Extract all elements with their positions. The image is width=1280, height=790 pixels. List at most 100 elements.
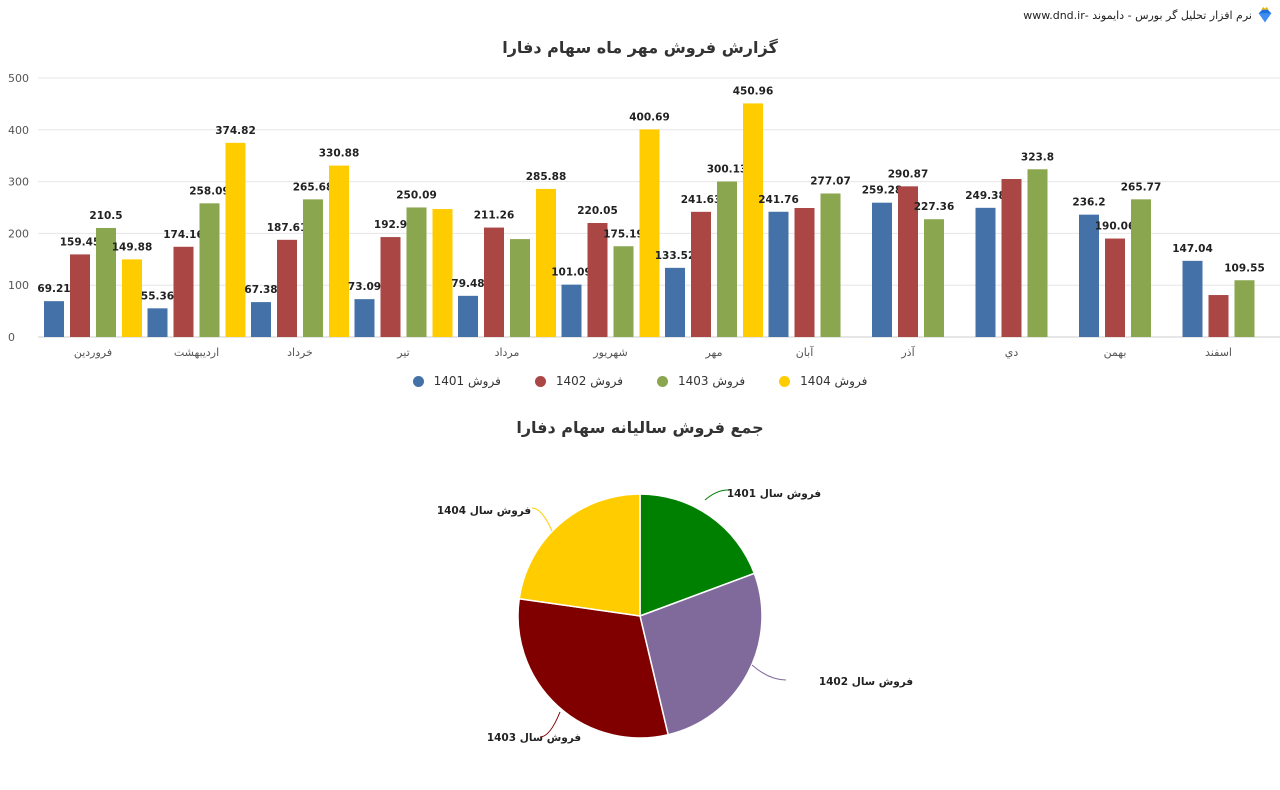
bar	[1131, 199, 1151, 337]
bar-value-label: 227.36	[914, 201, 955, 213]
legend-item[interactable]: فروش 1402	[534, 374, 623, 388]
pie-slice	[639, 493, 756, 618]
bar-value-label: 323.8	[1021, 151, 1054, 163]
bar-value-label: 265.68	[293, 181, 334, 193]
bar	[1027, 169, 1048, 337]
bar-value-label: 147.04	[1172, 243, 1213, 255]
bar-value-label: 241.63	[681, 194, 722, 206]
bar-value-label: 175.19	[603, 228, 644, 240]
pie-leader-line	[539, 711, 561, 738]
pie-leader-line	[751, 664, 787, 681]
bar-value-label: 211.26	[474, 210, 515, 222]
bar-value-label: 250.09	[396, 189, 437, 201]
legend-label: فروش 1402	[555, 374, 623, 388]
bar-value-label: 285.88	[526, 171, 567, 183]
bar-value-label: 69.21	[37, 283, 70, 295]
bar-value-label: 79.48	[451, 278, 484, 290]
pie-slice	[518, 493, 641, 617]
bar-value-label: 450.96	[733, 85, 774, 97]
diamond-crown-icon	[1258, 6, 1272, 23]
bar	[199, 203, 220, 337]
legend-item[interactable]: فروش 1401	[412, 374, 501, 388]
pie-slice	[639, 572, 763, 736]
x-category-label: مرداد	[495, 346, 520, 359]
bar	[122, 259, 142, 337]
bar	[639, 129, 660, 337]
pie-leader-line	[704, 489, 729, 501]
bar	[484, 227, 504, 337]
y-tick-label: 400	[8, 124, 29, 137]
x-category-label: آذر	[900, 345, 915, 359]
pie-label: فروش سال 1402	[819, 676, 913, 688]
bar	[587, 223, 608, 337]
bar	[251, 302, 271, 337]
bar	[1182, 260, 1203, 337]
legend-label: فروش 1403	[678, 374, 746, 388]
bar	[1001, 179, 1022, 337]
bar-value-label: 210.5	[89, 210, 122, 222]
bar-chart: 0 100 200 300 400 500 69.21 159.45 210.5 149.88 فر…	[8, 72, 1280, 359]
bar	[743, 103, 763, 338]
y-tick-label: 100	[8, 279, 29, 292]
pie-label: فروش سال 1401	[727, 488, 821, 500]
bar-value-label: 159.45	[60, 236, 101, 248]
bar	[225, 142, 246, 337]
x-category-label: بهمن	[1104, 346, 1127, 359]
bar	[380, 237, 401, 337]
legend-label: فروش 1401	[433, 374, 501, 388]
bar-value-label: 400.69	[629, 111, 670, 123]
bar	[924, 219, 944, 337]
bar	[303, 199, 323, 337]
x-category-label: شهریور	[592, 346, 627, 359]
pie-label: فروش سال 1403	[487, 732, 581, 744]
y-tick-label: 0	[8, 331, 15, 344]
bar	[794, 208, 815, 337]
pie-chart-title: جمع فروش سالیانه سهام دفارا	[516, 418, 764, 437]
x-category-label: اسفند	[1205, 346, 1232, 359]
bar	[717, 181, 737, 337]
bar-value-label: 236.2	[1072, 197, 1105, 209]
bar	[691, 211, 711, 337]
y-tick-label: 200	[8, 227, 29, 240]
bar-value-label: 374.82	[215, 125, 256, 137]
bar-value-label: 174.16	[163, 229, 204, 241]
bar	[820, 193, 841, 337]
bar	[898, 186, 918, 337]
pie-label: فروش سال 1404	[437, 505, 531, 517]
x-category-label: دي	[1005, 346, 1019, 359]
bar	[561, 284, 582, 337]
legend-item[interactable]: فروش 1403	[657, 374, 745, 388]
legend-item[interactable]: فروش 1404	[779, 374, 867, 388]
bar	[1079, 214, 1099, 337]
bar	[536, 188, 556, 337]
pie-leader-line	[531, 507, 553, 532]
bar	[44, 301, 64, 337]
bar	[872, 202, 892, 337]
brand-text: نرم افزار تحلیل گر بورس - دایموند -www.d…	[1023, 8, 1252, 22]
bar-value-label: 290.87	[888, 168, 929, 180]
bar-value-label: 73.09	[348, 281, 381, 293]
x-category-label: تیر	[396, 346, 409, 359]
legend-dot-icon	[412, 375, 424, 387]
x-category-label: اردیبهشت	[174, 346, 219, 359]
legend-dot-icon	[779, 375, 791, 387]
x-category-label: مهر	[704, 346, 722, 359]
bar-value-label: 192.9	[374, 219, 407, 231]
x-category-label: فروردین	[74, 346, 112, 359]
chart-legend: فروش 1401 فروش 1402 فروش 1403 فروش 1404	[0, 374, 1280, 388]
y-tick-label: 300	[8, 176, 29, 189]
x-category-label: آبان	[796, 345, 814, 359]
bar	[354, 299, 375, 337]
bar	[406, 207, 427, 337]
bar	[458, 295, 478, 337]
bar-value-label: 109.55	[1224, 262, 1265, 274]
bar-value-label: 187.61	[267, 222, 308, 234]
bar	[432, 209, 453, 337]
y-tick-label: 500	[8, 72, 29, 85]
bar-value-label: 259.28	[862, 185, 903, 197]
x-category-label: خرداد	[287, 346, 313, 359]
bar-value-label: 249.38	[965, 190, 1006, 202]
bar	[975, 207, 996, 337]
bar-value-label: 101.09	[551, 267, 592, 279]
bar	[96, 227, 116, 337]
